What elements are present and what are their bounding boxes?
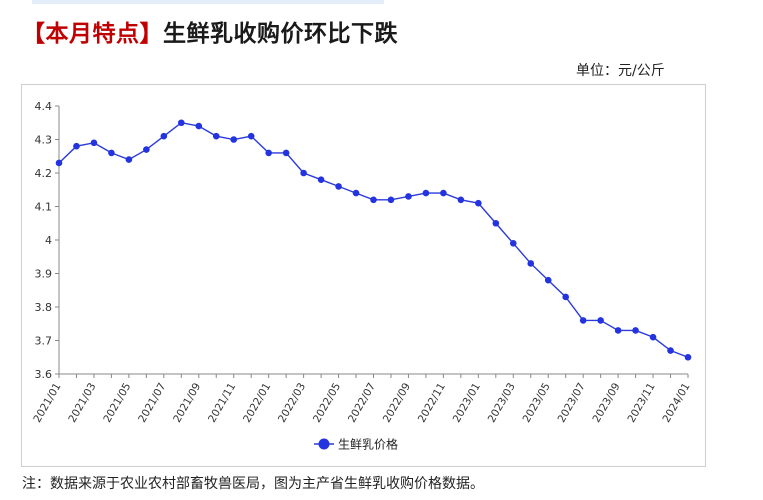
data-point: [492, 219, 500, 227]
x-tick-label: 2023/01: [451, 381, 483, 425]
x-tick-label: 2021/05: [101, 381, 133, 425]
x-tick-label: 2022/03: [276, 381, 308, 425]
data-point: [632, 327, 639, 334]
data-point: [527, 260, 535, 267]
data-point: [160, 132, 168, 140]
data-point: [178, 119, 185, 127]
data-point: [405, 193, 412, 200]
data-point: [684, 353, 692, 361]
data-point: [73, 142, 80, 150]
data-point: [300, 169, 307, 177]
data-point: [597, 317, 604, 324]
y-tick-label: 4.2: [35, 167, 53, 180]
data-point: [247, 132, 255, 140]
title-text: 生鲜乳收购价环比下跌: [163, 21, 398, 47]
x-tick-label: 2022/07: [346, 381, 378, 425]
title-highlight: 【本月特点】: [22, 21, 163, 47]
chart-frame: 3.6 3.7 3.8 3.9 4 4.1 4.2 4.3 4.4 2021/01 2021/03 2…: [21, 84, 706, 467]
x-tick-label: 2023/05: [521, 381, 553, 425]
x-tick-label: 2022/01: [241, 381, 273, 425]
data-point: [125, 156, 133, 163]
data-point: [317, 176, 325, 183]
x-tick-label: 2023/07: [556, 381, 588, 425]
x-tick-label: 2022/05: [311, 381, 343, 425]
y-tick-label: 4.1: [35, 201, 53, 214]
data-point: [475, 199, 482, 207]
data-point: [579, 317, 587, 324]
data-point: [352, 189, 360, 197]
data-point: [55, 159, 63, 167]
unit-label: 单位：元/公斤: [576, 63, 665, 79]
data-point: [230, 136, 238, 143]
data-point: [544, 276, 552, 284]
x-tick-label: 2024/01: [660, 381, 692, 425]
page-title: 【本月特点】生鲜乳收购价环比下跌: [22, 14, 398, 48]
y-tick-label: 4: [45, 234, 52, 247]
legend-marker: [318, 438, 330, 450]
y-tick-label: 3.9: [35, 268, 53, 281]
y-tick-label: 4.3: [35, 134, 53, 147]
data-point: [212, 132, 220, 140]
y-tick-label: 3.6: [35, 368, 53, 381]
x-tick-label: 2021/07: [136, 381, 168, 425]
x-tick-label: 2021/03: [66, 381, 98, 425]
data-point: [335, 183, 342, 190]
data-point: [90, 139, 98, 147]
x-tick-label: 2023/11: [625, 381, 657, 425]
x-tick-label: 2021/11: [206, 381, 238, 425]
data-point: [282, 149, 290, 157]
source-note: 注：数据来源于农业农村部畜牧兽医局，图为主产省生鲜乳收购价格数据。: [22, 476, 484, 492]
data-point: [667, 347, 674, 354]
legend-label: 生鲜乳价格: [338, 437, 398, 452]
x-tick-label: 2023/03: [486, 381, 518, 425]
series-line: [58, 122, 689, 358]
x-tick-label: 2022/09: [381, 381, 413, 425]
data-point: [195, 122, 203, 130]
data-point: [370, 196, 377, 204]
y-tick-label: 3.8: [35, 301, 53, 314]
y-tick-label: 4.4: [35, 100, 53, 113]
data-point: [143, 146, 150, 153]
x-tick-label: 2021/01: [31, 381, 63, 425]
data-point: [440, 189, 447, 197]
data-point: [108, 149, 115, 157]
x-tick-label: 2021/09: [171, 381, 203, 425]
data-point: [649, 333, 657, 341]
x-tick-label: 2023/09: [591, 381, 623, 425]
top-decor-strip: [32, 0, 384, 4]
data-point: [387, 196, 395, 204]
data-point: [457, 196, 465, 204]
x-tick-label: 2022/11: [416, 381, 448, 425]
data-point: [422, 189, 430, 197]
data-point: [562, 293, 569, 301]
data-point: [265, 149, 272, 157]
y-tick-label: 3.7: [35, 335, 53, 348]
data-point: [509, 240, 517, 247]
data-point: [614, 327, 622, 334]
